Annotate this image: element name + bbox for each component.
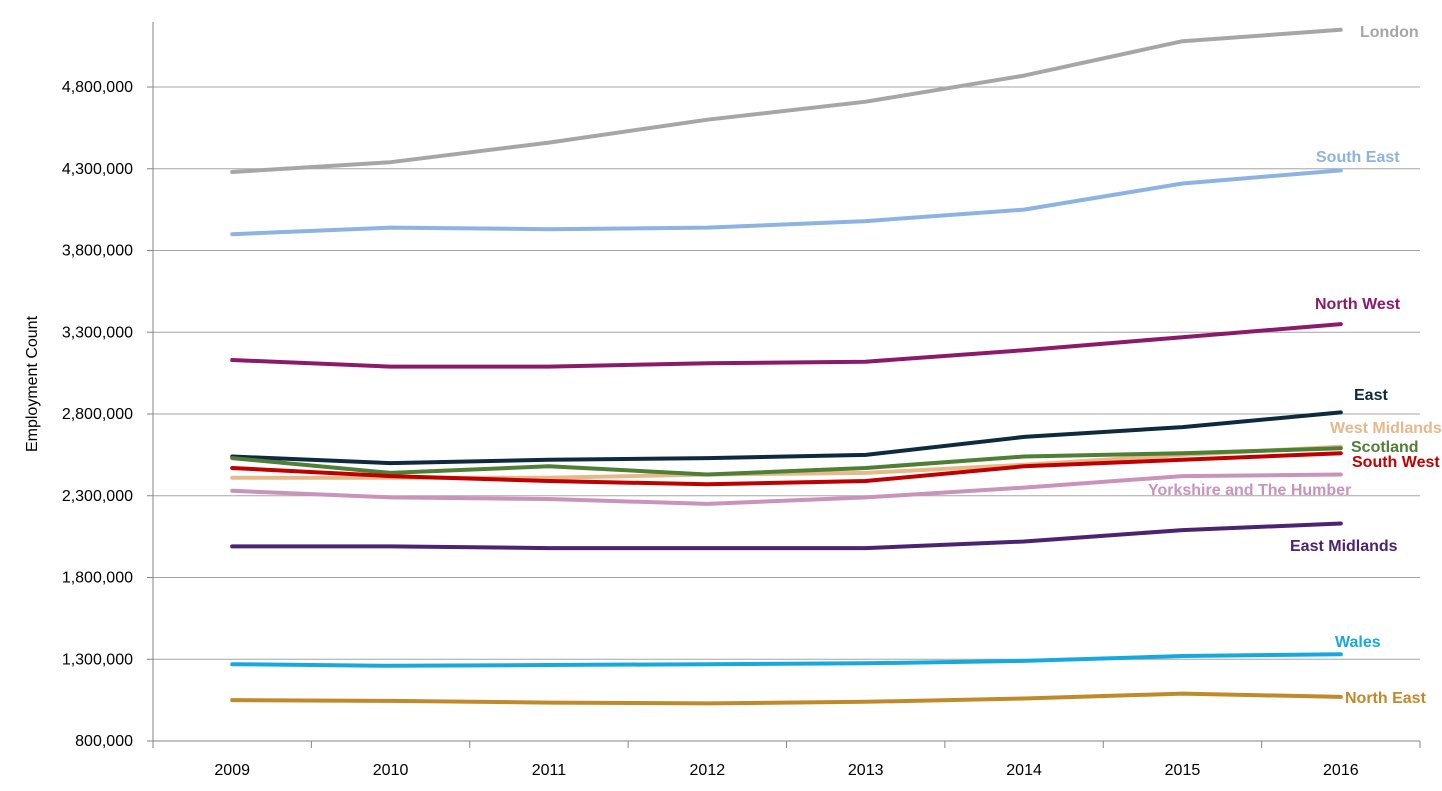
series-line-east — [230, 410, 1343, 466]
y-tick-label: 1,800,000 — [62, 570, 133, 587]
x-axis-ticks: 2009 2010 2011 2012 2013 2014 2015 2016 — [152, 741, 1421, 779]
series-line-east-midlands — [230, 521, 1343, 551]
series-label-london: London — [1360, 24, 1419, 41]
y-axis-ticks: 800,000 1,300,000 1,800,000 2,300,000 2,800,… — [62, 79, 153, 750]
series-labels: London South East North West East West Midla… — [1148, 24, 1442, 707]
series-label-south-east: South East — [1316, 149, 1400, 166]
series-lines — [230, 27, 1343, 706]
y-axis-title: Employment Count — [24, 315, 41, 452]
series-line-south-east — [230, 168, 1343, 237]
x-tick-label: 2013 — [848, 762, 884, 779]
series-line-scotland — [230, 446, 1343, 477]
y-tick-label: 2,800,000 — [62, 406, 133, 423]
x-tick-label: 2015 — [1165, 762, 1201, 779]
series-line-london — [230, 27, 1343, 174]
series-label-west-midlands: West Midlands — [1330, 420, 1442, 437]
series-label-north-east: North East — [1345, 690, 1427, 707]
x-tick-label: 2010 — [373, 762, 409, 779]
x-tick-label: 2012 — [690, 762, 726, 779]
series-line-north-west — [230, 322, 1343, 369]
series-label-north-west: North West — [1315, 296, 1401, 313]
series-label-east: East — [1354, 387, 1388, 404]
x-tick-label: 2016 — [1323, 762, 1359, 779]
gridlines — [153, 86, 1420, 660]
series-line-wales — [230, 652, 1343, 668]
series-label-wales: Wales — [1335, 634, 1381, 651]
y-tick-label: 1,300,000 — [62, 651, 133, 668]
y-tick-label: 3,800,000 — [62, 243, 133, 260]
series-label-south-west: South West — [1352, 454, 1440, 471]
y-tick-label: 4,800,000 — [62, 79, 133, 96]
series-label-yorkshire-and-the-humber: Yorkshire and The Humber — [1148, 482, 1351, 499]
x-tick-label: 2011 — [532, 762, 567, 779]
axes — [152, 22, 1420, 742]
series-label-scotland: Scotland — [1351, 439, 1419, 456]
series-line-north-east — [230, 691, 1343, 706]
y-tick-label: 800,000 — [75, 733, 133, 750]
series-label-east-midlands: East Midlands — [1290, 538, 1398, 555]
x-tick-label: 2014 — [1006, 762, 1042, 779]
series-line-south-west — [230, 451, 1343, 487]
x-tick-label: 2009 — [214, 762, 250, 779]
y-tick-label: 4,300,000 — [62, 161, 133, 178]
y-tick-label: 2,300,000 — [62, 488, 133, 505]
y-tick-label: 3,300,000 — [62, 324, 133, 341]
series-line-yorkshire-and-the-humber — [230, 472, 1343, 506]
